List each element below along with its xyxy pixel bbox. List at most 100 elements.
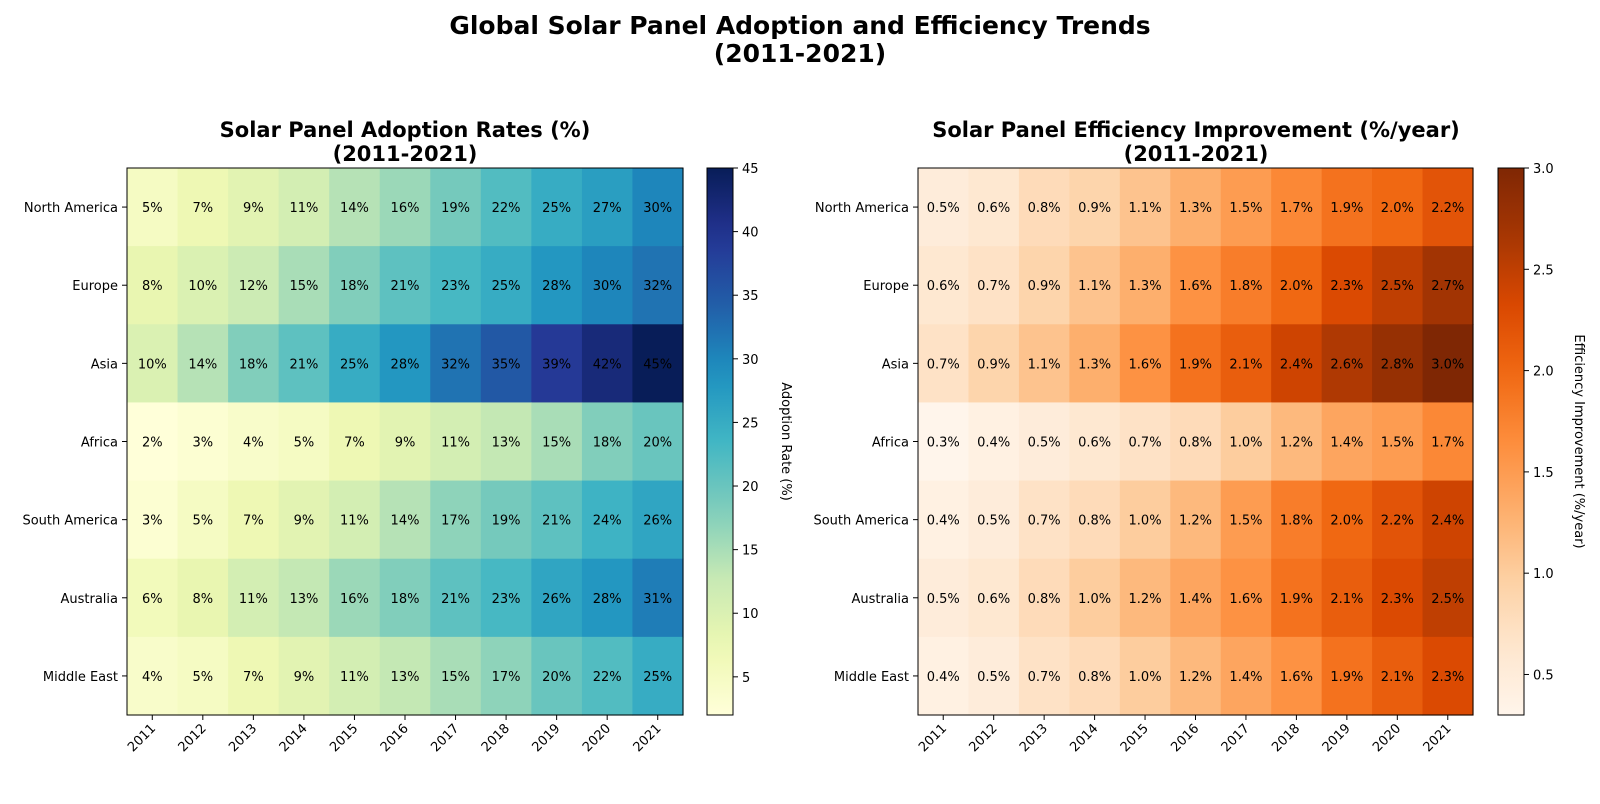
heatmap-cell <box>430 558 482 638</box>
heatmap-cell <box>329 324 381 404</box>
heatmap-cell <box>177 402 229 482</box>
cell-value-label: 1.9% <box>1330 201 1363 216</box>
cell-value-label: 3.0% <box>1431 357 1464 372</box>
heatmap-cell <box>1170 636 1222 716</box>
heatmap-cell <box>632 168 684 247</box>
heatmap-cell <box>1271 480 1323 560</box>
cell-value-label: 0.6% <box>927 279 960 294</box>
x-tick-label: 2011 <box>916 721 950 755</box>
heatmap-cell <box>581 324 634 404</box>
cell-value-label: 1.0% <box>1129 514 1162 529</box>
heatmap-cell <box>177 480 229 560</box>
x-tick-label: 2018 <box>479 721 513 755</box>
heatmap-cell <box>127 480 179 560</box>
heatmap-cell <box>632 636 684 716</box>
cell-value-label: 1.6% <box>1280 670 1313 685</box>
heatmap-cell <box>228 402 280 482</box>
colorbar-tick-label: 30 <box>742 353 759 368</box>
cell-value-label: 1.6% <box>1129 357 1162 372</box>
cell-value-label: 0.8% <box>1078 670 1111 685</box>
cell-value-label: 2.7% <box>1431 279 1464 294</box>
x-tick-label: 2013 <box>1017 721 1051 755</box>
cell-value-label: 2.0% <box>1280 279 1313 294</box>
adoption-heatmap-panel: Solar Panel Adoption Rates (%)(2011-2021… <box>22 118 793 755</box>
heatmap-cell <box>480 480 532 560</box>
heatmap-cell <box>1069 246 1121 325</box>
cell-value-label: 21% <box>441 592 470 607</box>
cell-value-label: 5% <box>193 670 214 685</box>
x-tick-label: 2020 <box>1370 721 1404 755</box>
heatmap-cell <box>329 402 381 482</box>
heatmap-cell <box>379 402 431 482</box>
heatmap-cell <box>918 402 970 482</box>
cell-value-label: 25% <box>340 357 369 372</box>
heatmap-cell <box>1422 558 1474 638</box>
cell-value-label: 0.5% <box>927 201 960 216</box>
cell-value-label: 9% <box>395 436 416 451</box>
cell-value-label: 20% <box>643 436 672 451</box>
heatmap-cell <box>1321 168 1373 247</box>
cell-value-label: 21% <box>542 514 571 529</box>
heatmap-cell <box>278 636 330 716</box>
cell-value-label: 19% <box>441 201 470 216</box>
cell-value-label: 0.9% <box>977 357 1010 372</box>
heatmap-cell <box>531 246 583 325</box>
cell-value-label: 2.2% <box>1381 514 1414 529</box>
colorbar-tick-label: 45 <box>742 162 759 177</box>
cell-value-label: 1.2% <box>1280 436 1313 451</box>
x-tick-label: 2019 <box>1320 721 1354 755</box>
y-tick-label: Asia <box>91 357 118 372</box>
cell-value-label: 1.9% <box>1280 592 1313 607</box>
cell-value-label: 14% <box>340 201 369 216</box>
heatmap-cell <box>480 324 532 404</box>
colorbar-tick-label: 25 <box>742 416 759 431</box>
cell-value-label: 30% <box>643 201 672 216</box>
heatmap-cell <box>581 558 634 638</box>
cell-value-label: 1.7% <box>1431 436 1464 451</box>
colorbar-tick-label: 3.0 <box>1533 162 1554 177</box>
efficiency-heatmap-panel: Solar Panel Efficiency Improvement (%/ye… <box>813 118 1586 755</box>
heatmap-cell <box>480 558 532 638</box>
heatmap-cell <box>1069 480 1121 560</box>
cell-value-label: 11% <box>239 592 268 607</box>
heatmap-cell <box>581 636 634 716</box>
y-tick-label: South America <box>22 514 118 529</box>
cell-value-label: 15% <box>289 279 318 294</box>
heatmap-cell <box>177 246 229 325</box>
heatmap-cell <box>968 558 1020 638</box>
x-tick-label: 2012 <box>967 721 1001 755</box>
y-tick-label: Africa <box>81 436 118 451</box>
cell-value-label: 1.5% <box>1229 201 1262 216</box>
x-tick-label: 2021 <box>1421 721 1455 755</box>
suptitle-line-2: (2011-2021) <box>714 39 886 68</box>
cell-value-label: 1.3% <box>1129 279 1162 294</box>
heatmap-cell <box>1372 246 1424 325</box>
cell-value-label: 22% <box>593 670 622 685</box>
cell-value-label: 9% <box>294 514 315 529</box>
heatmap-cell <box>1220 324 1272 404</box>
heatmap-cell <box>1321 480 1373 560</box>
cell-value-label: 20% <box>542 670 571 685</box>
y-tick-label: Asia <box>882 357 909 372</box>
cell-value-label: 11% <box>441 436 470 451</box>
cell-value-label: 0.7% <box>977 279 1010 294</box>
cell-value-label: 0.6% <box>977 592 1010 607</box>
heatmap-cell <box>531 402 583 482</box>
heatmap-cell <box>1220 636 1272 716</box>
cell-value-label: 28% <box>593 592 622 607</box>
heatmap-cell <box>918 246 970 325</box>
heatmap-cell <box>1069 636 1121 716</box>
heatmap-cell <box>1271 402 1323 482</box>
heatmap-cell <box>632 246 684 325</box>
heatmap-cell <box>329 168 381 247</box>
colorbar-tick-label: 35 <box>742 289 759 304</box>
cell-value-label: 1.7% <box>1280 201 1313 216</box>
heatmap-cell <box>1018 324 1070 404</box>
heatmap-cell <box>1220 480 1272 560</box>
cell-value-label: 2.1% <box>1381 670 1414 685</box>
cell-value-label: 1.1% <box>1028 357 1061 372</box>
cell-value-label: 1.2% <box>1179 670 1212 685</box>
cell-value-label: 23% <box>441 279 470 294</box>
x-tick-label: 2016 <box>378 721 412 755</box>
